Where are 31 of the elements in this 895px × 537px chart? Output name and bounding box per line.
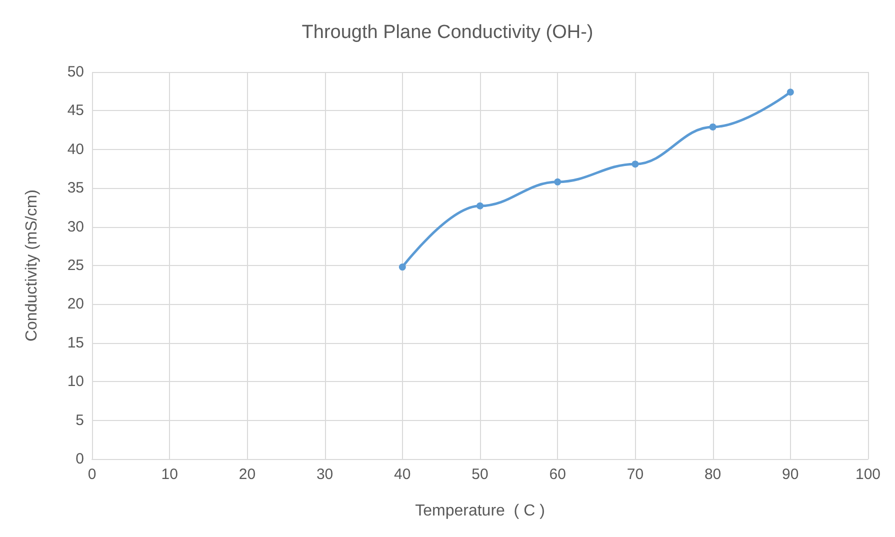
x-tick-label: 40 xyxy=(394,466,411,483)
chart-title: Througth Plane Conductivity (OH-) xyxy=(302,22,594,43)
x-tick-label: 0 xyxy=(88,466,96,483)
x-axis-title: Temperature ( C ) xyxy=(415,502,545,520)
x-tick-label: 80 xyxy=(704,466,722,483)
x-tick-label: 50 xyxy=(472,466,488,483)
y-tick-label: 20 xyxy=(67,296,84,313)
y-tick-label: 25 xyxy=(67,257,84,274)
point xyxy=(709,123,716,130)
x-tick-label: 30 xyxy=(316,466,334,483)
x-tick-label: 60 xyxy=(549,466,566,483)
y-tick-label: 15 xyxy=(67,334,84,352)
x-tick-label: 100 xyxy=(855,466,881,483)
x-tick-label: 90 xyxy=(782,466,799,483)
y-tick-label: 35 xyxy=(67,180,84,197)
point xyxy=(398,264,406,271)
y-tick-label: 40 xyxy=(67,140,84,158)
y-tick-label: 50 xyxy=(67,64,84,80)
y-axis-title: Conductivity (mS/cm) xyxy=(24,189,40,342)
point xyxy=(554,178,562,186)
x-tick-label: 10 xyxy=(161,466,178,483)
y-tick-label: 0 xyxy=(76,450,84,468)
x-tick-label: 70 xyxy=(626,466,644,483)
point xyxy=(632,160,639,168)
x-tick-label: 20 xyxy=(238,466,256,483)
point xyxy=(786,88,794,96)
y-tick-label: 45 xyxy=(67,102,84,120)
y-tick-label: 5 xyxy=(76,412,84,429)
y-tick-label: 10 xyxy=(67,373,84,390)
y-tick-label: 30 xyxy=(67,218,84,236)
point xyxy=(476,202,484,210)
